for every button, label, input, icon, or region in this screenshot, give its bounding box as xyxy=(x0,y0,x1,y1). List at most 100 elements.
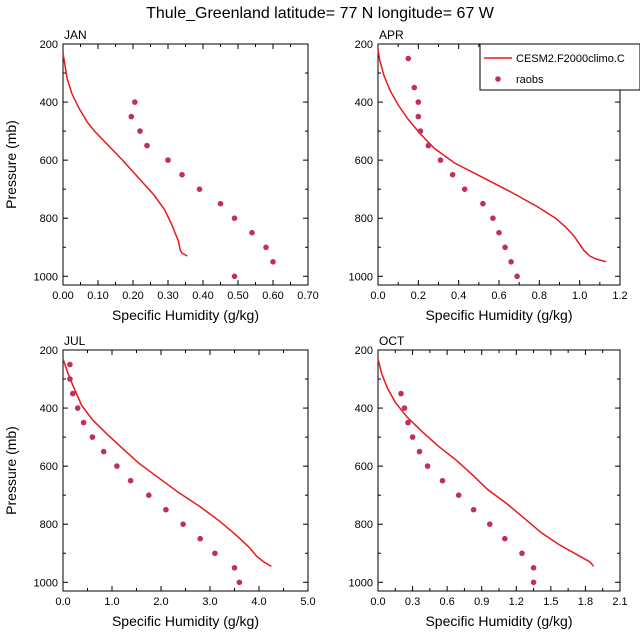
x-tick-label: 5.0 xyxy=(300,596,315,608)
plot-frame xyxy=(377,349,621,592)
x-tick-label: 0.6 xyxy=(491,290,506,302)
raobs-point xyxy=(137,128,143,134)
x-tick-label: 4.0 xyxy=(251,596,266,608)
x-tick-label: 0.6 xyxy=(439,596,454,608)
raobs-point xyxy=(165,157,171,163)
raobs-point xyxy=(146,492,152,499)
x-tick-label: 0.2 xyxy=(411,290,426,302)
raobs-point xyxy=(197,535,203,542)
panel-oct: OCT 0.0 0.3 0.6 0.9 1.2 1.5 1.8 2.1 200 400 600 800 1… xyxy=(349,334,628,629)
x-tick-label: 0.20 xyxy=(122,290,143,302)
panel-title-jan: JAN xyxy=(64,28,87,42)
panel-title-oct: OCT xyxy=(379,334,405,348)
y-tick-label: 400 xyxy=(40,97,58,109)
y-tick-label: 200 xyxy=(40,39,58,51)
x-tick-label: 3.0 xyxy=(202,596,217,608)
raobs-point xyxy=(217,200,224,207)
y-tick-label: 800 xyxy=(40,213,58,225)
y-tick-label: 600 xyxy=(40,461,58,473)
panel-jan: JAN 0.00 0.10 0.20 0.30 0.40 0.50 0.60 0.70 200 40… xyxy=(3,28,319,323)
raobs-point xyxy=(514,273,520,280)
x-tick-label: 1.8 xyxy=(578,596,593,608)
y-tick-label: 200 xyxy=(355,39,373,51)
x-tick-label: 0.0 xyxy=(370,596,385,608)
raobs-point xyxy=(196,186,203,192)
raobs-point xyxy=(424,463,431,469)
x-tick-label: 1.0 xyxy=(104,596,119,608)
y-tick-label: 1000 xyxy=(349,577,373,589)
raobs-point xyxy=(231,565,238,571)
raobs-point xyxy=(180,521,186,527)
y-tick-label: 400 xyxy=(355,97,373,109)
raobs-point xyxy=(89,434,96,440)
raobs-point xyxy=(508,259,514,265)
y-axis-label: Pressure (mb) xyxy=(3,120,19,209)
y-tick-label: 400 xyxy=(355,403,373,415)
raobs-point xyxy=(487,521,493,527)
y-tick-label: 1000 xyxy=(34,577,58,589)
raobs-point xyxy=(502,244,508,251)
raobs-point xyxy=(496,229,502,236)
x-tick-label: 0.0 xyxy=(370,290,385,302)
raobs-point xyxy=(415,113,422,120)
raobs-point xyxy=(530,579,537,586)
raobs-point xyxy=(490,215,496,221)
legend-obs-label: raobs xyxy=(516,74,544,86)
raobs-point xyxy=(163,506,169,513)
legend-raobs-marker-icon xyxy=(495,76,501,82)
panel-title-jul: JUL xyxy=(64,334,86,348)
raobs-point xyxy=(502,535,508,542)
x-axis-label: Specific Humidity (g/kg) xyxy=(112,613,259,629)
raobs-point xyxy=(417,128,424,134)
panel-apr: APR 0.0 0.2 0.4 0.6 0.8 1.0 1.2 200 400 600 800 1000… xyxy=(349,28,628,323)
y-tick-label: 800 xyxy=(40,519,58,531)
y-tick-label: 1000 xyxy=(34,271,58,283)
raobs-point xyxy=(398,390,404,397)
raobs-point xyxy=(530,565,537,571)
raobs-point xyxy=(416,448,423,455)
y-tick-label: 200 xyxy=(40,345,58,357)
x-axis-label: Specific Humidity (g/kg) xyxy=(425,613,572,629)
y-tick-label: 600 xyxy=(355,461,373,473)
y-tick-label: 600 xyxy=(355,155,373,167)
y-tick-label: 600 xyxy=(40,155,58,167)
raobs-point xyxy=(409,434,416,440)
x-tick-label: 0.8 xyxy=(532,290,547,302)
raobs-point xyxy=(127,477,134,484)
x-tick-label: 0.9 xyxy=(474,596,489,608)
x-tick-label: 1.2 xyxy=(612,290,627,302)
raobs-point xyxy=(401,405,408,411)
x-tick-label: 0.40 xyxy=(192,290,213,302)
model-line-jul xyxy=(62,358,272,567)
raobs-point xyxy=(455,492,462,499)
panel-title-apr: APR xyxy=(379,28,404,42)
raobs-point xyxy=(470,506,477,513)
raobs-point xyxy=(212,550,218,557)
raobs-point xyxy=(405,55,412,62)
panel-jul: JUL 0.0 1.0 2.0 3.0 4.0 5.0 200 400 600 800 1000 Spe… xyxy=(3,334,316,629)
legend-box xyxy=(479,43,640,91)
raobs-point xyxy=(480,200,486,207)
x-tick-label: 0.30 xyxy=(157,290,178,302)
y-tick-label: 400 xyxy=(40,403,58,415)
raobs-point xyxy=(249,229,255,236)
raobs-point xyxy=(270,259,276,265)
x-axis-label: Specific Humidity (g/kg) xyxy=(425,307,572,323)
raobs-point xyxy=(70,390,76,397)
y-tick-label: 200 xyxy=(355,345,373,357)
model-line-apr xyxy=(377,49,607,263)
raobs-point xyxy=(132,99,138,105)
model-line-oct xyxy=(377,358,595,567)
figure-title: Thule_Greenland latitude= 77 N longitude… xyxy=(146,5,495,22)
x-axis-label: Specific Humidity (g/kg) xyxy=(112,307,259,323)
raobs-point xyxy=(263,244,269,251)
raobs-point xyxy=(425,142,432,149)
raobs-point xyxy=(405,419,411,426)
y-tick-label: 1000 xyxy=(349,271,373,283)
panels-group: JAN 0.00 0.10 0.20 0.30 0.40 0.50 0.60 0.70 200 40… xyxy=(3,28,628,629)
x-tick-label: 0.3 xyxy=(405,596,420,608)
legend: CESM2.F2000climo.C raobs xyxy=(479,43,640,91)
x-tick-label: 0.60 xyxy=(262,290,283,302)
raobs-point xyxy=(449,171,456,178)
